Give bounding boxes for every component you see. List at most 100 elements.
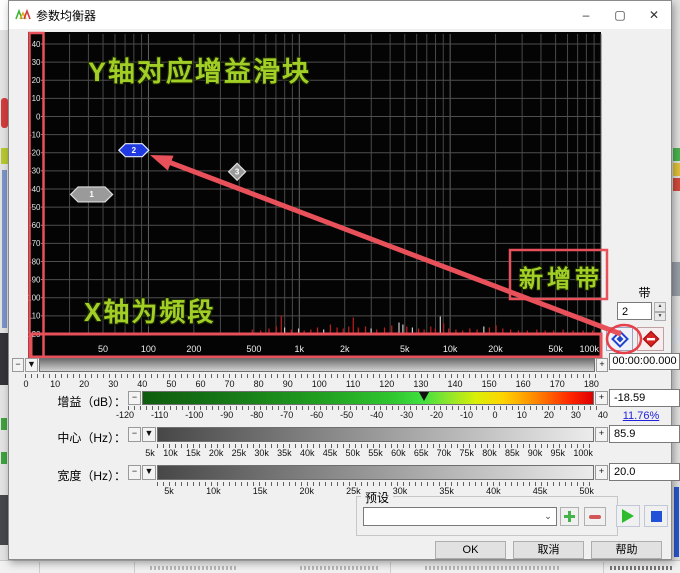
scale-tick-label: 15k: [252, 486, 268, 496]
timeline-plus-button[interactable]: +: [596, 358, 608, 372]
cancel-button[interactable]: 取消: [513, 541, 584, 559]
gain-value-field[interactable]: -18.59: [609, 389, 680, 407]
window-title: 参数均衡器: [36, 8, 97, 23]
x-tick-label: 50: [98, 344, 108, 354]
scale-tick-label: 40k: [299, 448, 315, 458]
parametric-eq-dialog: 参数均衡器 – ▢ ✕ 40 30 20 10 0 -10 -20 -30 -40 -50 -60-…: [8, 0, 680, 560]
remove-band-button[interactable]: [637, 327, 664, 351]
scale-tick-label: 30k: [392, 486, 408, 496]
y-tick-label: 20: [32, 76, 41, 85]
width-slider[interactable]: [157, 465, 594, 480]
width-plus-button[interactable]: +: [595, 465, 608, 480]
plot-background: [28, 32, 601, 358]
background-icon-fragment: [673, 178, 680, 191]
scale-tick-label: 35k: [277, 448, 292, 458]
title-bar[interactable]: 参数均衡器 – ▢ ✕: [9, 1, 671, 29]
x-tick-label: 200: [186, 344, 201, 354]
scale-tick-label: 40k: [486, 486, 501, 496]
spin-down-icon[interactable]: ▼: [654, 311, 666, 321]
scale-tick-label: 80: [253, 379, 264, 389]
scale-tick-label: 45k: [532, 486, 548, 496]
scale-tick-label: 150: [481, 379, 497, 389]
gain-percent-link[interactable]: 11.76%: [622, 410, 660, 422]
help-button[interactable]: 帮助: [591, 541, 662, 559]
minus-icon: [589, 514, 601, 519]
scale-tick-label: 20: [79, 379, 90, 389]
gain-plus-button[interactable]: +: [595, 391, 608, 405]
y-tick-label: -110: [28, 312, 41, 321]
x-tick-label: 1k: [295, 344, 305, 354]
scale-tick-label: 60k: [391, 448, 406, 458]
scale-tick-label: 5k: [145, 448, 155, 458]
width-minus-button[interactable]: −: [128, 465, 141, 480]
eq-graph-canvas[interactable]: 403020100-10-20-30-40-50-60-70-80-90-100…: [28, 31, 603, 359]
time-display[interactable]: 00:00:00.000: [609, 353, 680, 370]
scale-tick-label: 160: [515, 379, 531, 389]
scale-tick-label: 10k: [163, 448, 178, 458]
preset-add-button[interactable]: [560, 507, 579, 526]
scale-tick-label: 20k: [208, 448, 224, 458]
x-tick-label: 20k: [488, 344, 503, 354]
background-icon-fragment: [673, 163, 680, 176]
ok-button[interactable]: OK: [435, 541, 506, 559]
scale-tick-label: 170: [549, 379, 565, 389]
scale-tick-label: -90: [220, 410, 234, 420]
spin-up-icon[interactable]: ▲: [654, 302, 666, 312]
minimize-button[interactable]: –: [582, 8, 590, 22]
status-separator: [39, 562, 40, 573]
background-icon-fragment: [0, 0, 8, 30]
gain-minus-button[interactable]: −: [128, 391, 141, 405]
scale-tick-label: -70: [280, 410, 294, 420]
gain-scale: -120 -110 -100 -90 -80 -70 -60 -50 -40 -30 -20 -10 0…: [116, 410, 608, 420]
y-tick-label: 30: [32, 58, 41, 67]
background-icon-fragment: [1, 418, 7, 430]
preview-stop-button[interactable]: [644, 505, 668, 527]
preset-delete-button[interactable]: [584, 507, 606, 526]
y-tick-label: -40: [29, 185, 41, 194]
scale-tick-label: 55k: [368, 448, 383, 458]
x-tick-label: 100: [141, 344, 156, 354]
width-scale: 5k 10k 15k 20k 25k 30k 35k 40k 45k 50k: [164, 486, 594, 496]
scale-tick-label: 15k: [186, 448, 201, 458]
center-thumb-button[interactable]: ▼: [142, 427, 156, 442]
band-count-spinner-arrows[interactable]: ▲ ▼: [654, 302, 666, 321]
center-plus-button[interactable]: +: [595, 427, 608, 442]
scale-tick-label: -50: [340, 410, 354, 420]
timeline-slider[interactable]: [39, 358, 595, 372]
background-icon-fragment: [1, 148, 8, 164]
status-separator: [134, 562, 135, 573]
width-thumb-button[interactable]: ▼: [142, 465, 156, 480]
center-value-field[interactable]: 85.9: [609, 425, 680, 443]
timeline-minus-button[interactable]: −: [12, 358, 24, 372]
scale-tick-label: 100: [311, 379, 327, 389]
gain-slider-thumb[interactable]: [419, 392, 429, 401]
band-marker-1[interactable]: 1: [69, 186, 114, 203]
x-tick-label: 500: [246, 344, 261, 354]
y-tick-label: -60: [29, 221, 41, 230]
preset-label: 预设: [361, 489, 394, 506]
preview-play-button[interactable]: [616, 505, 640, 527]
close-button[interactable]: ✕: [648, 8, 660, 22]
center-minus-button[interactable]: −: [128, 427, 141, 442]
width-value-field[interactable]: 20.0: [609, 463, 680, 481]
scale-tick-label: 25k: [346, 486, 361, 496]
band-count-spinner[interactable]: 2: [617, 302, 652, 320]
chevron-down-icon: ⌄: [544, 511, 552, 521]
gain-slider[interactable]: [142, 391, 594, 405]
add-band-button[interactable]: [606, 327, 633, 351]
scale-tick-label: 60: [195, 379, 206, 389]
scale-tick-label: 40: [597, 410, 608, 420]
scale-tick-label: 65k: [413, 448, 429, 458]
background-app-right-edge: [672, 0, 680, 560]
scale-tick-label: 70: [224, 379, 235, 389]
y-tick-label: 0: [36, 112, 41, 121]
maximize-button[interactable]: ▢: [614, 8, 626, 22]
scale-tick-label: 85k: [504, 448, 520, 458]
timeline-thumb-button[interactable]: ▼: [25, 358, 38, 372]
preset-dropdown[interactable]: ⌄: [363, 507, 557, 526]
band-marker-2[interactable]: 2: [117, 143, 150, 158]
center-slider[interactable]: [157, 427, 594, 442]
play-icon: [622, 509, 634, 523]
scale-tick-label: 10k: [206, 486, 221, 496]
